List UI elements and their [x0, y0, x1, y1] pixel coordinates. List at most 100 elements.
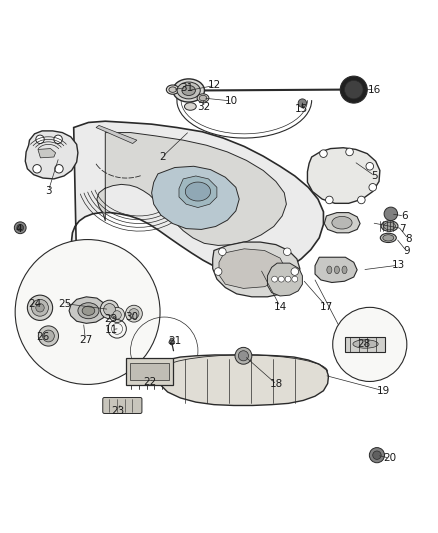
Circle shape: [27, 295, 53, 320]
Bar: [345, 337, 385, 352]
Ellipse shape: [78, 303, 99, 319]
Circle shape: [373, 451, 381, 459]
Ellipse shape: [380, 233, 396, 243]
Text: 28: 28: [358, 340, 371, 350]
Circle shape: [104, 304, 115, 316]
Circle shape: [33, 165, 41, 173]
Circle shape: [32, 300, 49, 316]
Text: 11: 11: [105, 325, 118, 335]
Circle shape: [291, 268, 299, 276]
Circle shape: [369, 448, 385, 463]
Ellipse shape: [170, 338, 174, 345]
Ellipse shape: [381, 221, 398, 231]
Circle shape: [272, 276, 278, 282]
Ellipse shape: [166, 85, 179, 94]
Circle shape: [238, 351, 248, 361]
Polygon shape: [307, 148, 380, 203]
Circle shape: [14, 222, 26, 233]
Ellipse shape: [199, 95, 207, 101]
Circle shape: [219, 248, 226, 255]
Circle shape: [113, 311, 121, 319]
Ellipse shape: [182, 85, 195, 95]
Ellipse shape: [169, 87, 177, 92]
Text: 29: 29: [104, 314, 117, 324]
Ellipse shape: [184, 103, 196, 110]
Polygon shape: [219, 249, 286, 288]
Text: 22: 22: [143, 377, 156, 387]
Text: 15: 15: [294, 103, 308, 114]
Polygon shape: [69, 297, 106, 324]
Ellipse shape: [173, 79, 205, 102]
Ellipse shape: [332, 216, 352, 229]
Text: 24: 24: [28, 298, 41, 309]
Text: 26: 26: [36, 332, 49, 342]
Circle shape: [15, 239, 160, 384]
Polygon shape: [38, 149, 56, 158]
Bar: [130, 364, 170, 380]
Bar: [126, 358, 173, 385]
Ellipse shape: [197, 94, 209, 102]
Circle shape: [366, 163, 374, 170]
Circle shape: [357, 196, 365, 204]
Polygon shape: [179, 176, 217, 207]
Polygon shape: [268, 263, 302, 296]
Text: 5: 5: [371, 171, 378, 181]
Circle shape: [214, 268, 222, 276]
Text: 13: 13: [392, 260, 405, 270]
Polygon shape: [96, 125, 137, 143]
Circle shape: [384, 207, 398, 221]
Text: 16: 16: [368, 85, 381, 95]
Text: 20: 20: [383, 453, 396, 463]
Circle shape: [54, 135, 62, 143]
Ellipse shape: [327, 266, 332, 273]
Text: 3: 3: [45, 185, 52, 196]
Text: 14: 14: [273, 302, 287, 311]
Circle shape: [55, 165, 63, 173]
Text: 25: 25: [58, 298, 71, 309]
Polygon shape: [324, 213, 360, 233]
Polygon shape: [71, 121, 323, 275]
Text: 6: 6: [401, 211, 408, 221]
Text: 23: 23: [111, 406, 124, 416]
Circle shape: [100, 300, 119, 319]
Text: 4: 4: [16, 224, 22, 233]
Circle shape: [369, 183, 377, 191]
Text: 9: 9: [403, 246, 410, 256]
Polygon shape: [97, 133, 286, 245]
Text: 2: 2: [159, 152, 166, 162]
Circle shape: [285, 276, 291, 282]
Text: 12: 12: [208, 80, 222, 91]
Circle shape: [346, 148, 353, 156]
Polygon shape: [159, 355, 328, 406]
Ellipse shape: [342, 266, 347, 273]
Circle shape: [235, 348, 252, 364]
Circle shape: [129, 309, 139, 319]
Text: 18: 18: [270, 379, 283, 390]
Circle shape: [279, 276, 284, 282]
Circle shape: [320, 150, 327, 157]
Ellipse shape: [82, 306, 95, 316]
Circle shape: [42, 330, 54, 342]
Circle shape: [36, 304, 44, 312]
Text: 21: 21: [168, 336, 181, 346]
Circle shape: [126, 305, 142, 322]
Polygon shape: [25, 131, 78, 179]
Circle shape: [333, 308, 407, 382]
Text: 10: 10: [225, 96, 238, 106]
Circle shape: [110, 308, 125, 322]
Text: 8: 8: [405, 234, 412, 244]
Text: 7: 7: [399, 224, 406, 233]
Circle shape: [345, 80, 363, 99]
Polygon shape: [152, 166, 239, 229]
Circle shape: [298, 99, 307, 107]
Circle shape: [38, 326, 59, 346]
Ellipse shape: [383, 235, 394, 241]
FancyBboxPatch shape: [103, 398, 142, 414]
Text: 19: 19: [377, 386, 390, 395]
Circle shape: [17, 224, 24, 231]
Ellipse shape: [353, 340, 378, 348]
Polygon shape: [213, 242, 300, 297]
Text: 30: 30: [125, 312, 138, 322]
Text: 27: 27: [79, 335, 92, 345]
Circle shape: [283, 248, 291, 255]
